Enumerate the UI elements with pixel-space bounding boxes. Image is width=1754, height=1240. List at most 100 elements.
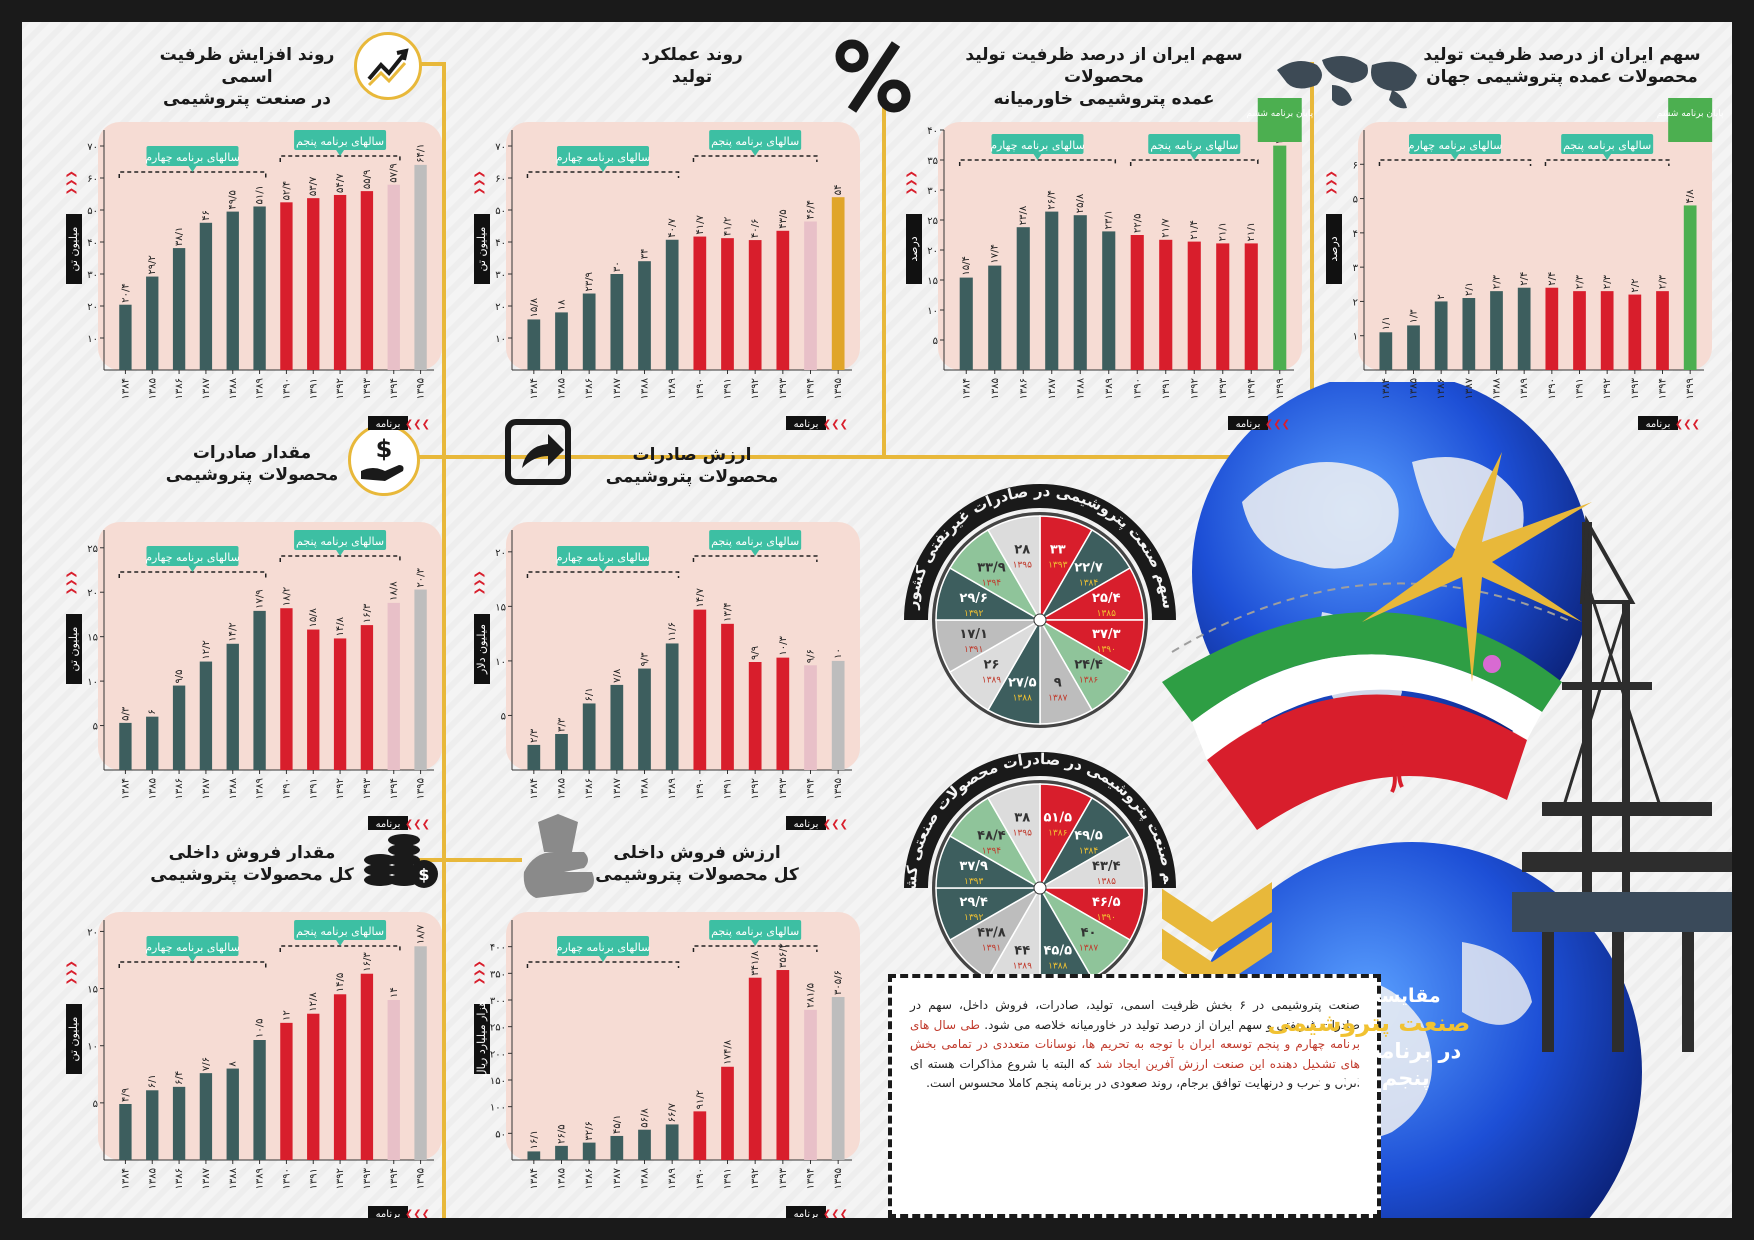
y-tick-label: ۱۵ [495,602,506,613]
wheel-value: ۳۳/۹ [977,560,1006,575]
x-tick-label: ۱۳۹۰ [281,778,292,799]
svg-text:❯❯❯: ❯❯❯ [474,960,485,985]
bar-value-label: ۴۳/۵ [778,209,789,228]
y-tick-label: ۱۰ [87,1042,98,1053]
bar [527,1151,541,1160]
svg-text:برنامه: برنامه [376,419,401,430]
bar [988,265,1002,370]
bar-value-label: ۱۰/۳ [778,636,789,656]
y-tick-label: ۳۰۰ [490,996,506,1007]
chart-production: میلیون تن ❯❯❯ ۱۰ ۲۰ ۳۰ ۴۰ ۵۰ ۶۰ ۷۰ ۱۵/۸ ۱۳۸۴ ۱۸ ۱۳۸۵… [470,112,860,432]
y-tick-label: ۲۰ [495,548,506,559]
x-tick-label: ۱۳۸۸ [228,1167,239,1189]
y-tick-label: ۲۰ [87,927,98,938]
infographic: $ $ میلیون تن ❯❯❯ ۱۰ ۲۰ ۳۰ ۴۰ ۵۰ ۶۰ ۷۰ ۲۰/۴ ۱۳۸۴ ۲۹… [22,22,1732,1218]
bar-value-label: ۴/۹ [120,1088,131,1102]
bar-value-label: ۱۴/۲ [228,622,239,641]
svg-text:❯❯❯: ❯❯❯ [66,960,77,985]
wheel-value: ۵۱/۵ [1043,811,1072,826]
wheel-value: ۲۷/۵ [1008,675,1037,690]
x-tick-label: ۱۳۸۴ [961,378,972,399]
bar-value-label: ۱۸/۷ [416,924,427,944]
bar-value-label: ۳۸/۱ [174,227,185,246]
x-tick-label: ۱۳۹۲ [335,1168,346,1189]
title-capacity: روند افزایش ظرفیت اسمی در صنعت پتروشیمی [159,45,335,109]
wheel-year: ۱۳۹۲ [964,913,984,923]
bar-value-label: ۹/۹ [750,646,761,660]
bar-value-label: ۲۲/۵ [1132,214,1143,233]
wheel-value: ۴۴ [1014,943,1030,958]
phase-label: سالهای برنامه چهارم [990,139,1085,152]
y-axis-label: میلیون دلار [474,614,490,684]
x-axis-label: برنامه [368,416,408,430]
svg-text:پایان برنامه ششم: پایان برنامه ششم [1246,109,1313,119]
x-tick-label: ۱۳۸۷ [201,777,212,799]
x-tick-label: ۱۳۹۳ [362,1167,373,1189]
phase-bracket [526,571,680,578]
y-axis-label: درصد [1326,214,1342,284]
phase-label: سالهای برنامه پنجم [296,135,384,148]
x-tick-label: ۱۳۸۸ [228,377,239,399]
bar-value-label: ۲/۴ [1547,272,1558,286]
bar [280,202,293,370]
svg-text:❮❮❮: ❮❮❮ [823,819,848,830]
bar [638,668,651,770]
y-tick-label: ۵۰ [495,1129,506,1140]
bar [307,198,320,370]
bar-value-label: ۹/۵ [174,669,185,683]
bar-value-label: ۲۱/۷ [1161,218,1172,238]
x-tick-label: ۱۳۹۲ [335,378,346,399]
svg-text:❯❯❯: ❯❯❯ [906,170,917,195]
bar-value-label: ۲۶/۵ [557,1124,568,1143]
x-tick-label: ۱۳۸۵ [147,378,158,399]
wheel-value: ۴۹/۵ [1074,828,1103,843]
y-tick-label: ۴۰ [495,238,506,249]
x-tick-label: ۱۳۸۸ [1492,377,1503,399]
bar-value-label: ۹/۶ [806,649,817,663]
svg-text:❯❯❯: ❯❯❯ [66,170,77,195]
connector-line [402,858,522,862]
title-export-value: ارزش صادرات محصولات پتروشیمی [605,445,779,487]
phase-label: سالهای برنامه پنجم [711,925,799,938]
x-tick-label: ۱۳۸۸ [228,777,239,799]
bar [693,609,707,770]
bar [1434,301,1448,370]
x-tick-label: ۱۳۸۹ [255,378,266,399]
phase-bracket [958,159,1117,166]
bar-value-label: ۱۴/۸ [335,616,346,636]
bar-value-label: ۵۷/۹ [389,163,400,182]
bar-value-label: ۹/۳ [640,652,651,667]
bar-value-label: ۲/۳ [529,728,540,743]
bar-value-label: ۳۲/۶ [584,1121,595,1140]
connector-line [402,455,1232,459]
bar [665,643,679,770]
bar [748,240,762,370]
x-tick-label: ۱۳۹۳ [1218,377,1229,399]
bar-value-label: ۲/۲ [1630,278,1641,292]
bar [1187,241,1201,370]
wheel-value: ۹ [1054,675,1062,690]
bar [1490,291,1503,370]
wheel-value: ۴۳/۴ [1092,859,1121,874]
bar [610,684,624,770]
x-tick-label: ۱۳۹۱ [723,778,734,799]
wheel-year: ۱۳۸۹ [982,676,1002,686]
wheel-year: ۱۳۹۵ [1013,829,1033,839]
bar-value-label: ۶۴/۱ [416,143,427,162]
bar [776,230,790,370]
phase-callout: سالهای برنامه پنجم [1148,134,1241,160]
y-tick-label: ۳ [1353,263,1359,274]
y-tick-label: ۳۵ [927,156,938,167]
svg-text:میلیون تن: میلیون تن [67,1016,80,1061]
x-tick-label: ۱۳۹۵ [833,778,844,799]
y-tick-label: ۱۰ [927,306,938,317]
bar [307,629,320,770]
x-tick-label: ۱۳۸۷ [612,777,623,799]
world-map-icon [1277,56,1417,109]
y-tick-label: ۲۵۰ [490,1023,506,1034]
x-tick-label: ۱۳۹۳ [1630,377,1641,399]
bar-value-label: ۵۲/۴ [281,181,292,200]
chart-domestic-volume: میلیون تن ❯❯❯ ۵ ۱۰ ۱۵ ۲۰ ۴/۹ ۱۳۸۴ ۶/۱ ۱۳۸۵ ۶/۴ ۱۳۸۶… [62,902,442,1218]
x-axis-label: برنامه [786,816,826,830]
wheel-value: ۳۷/۳ [1092,627,1121,642]
